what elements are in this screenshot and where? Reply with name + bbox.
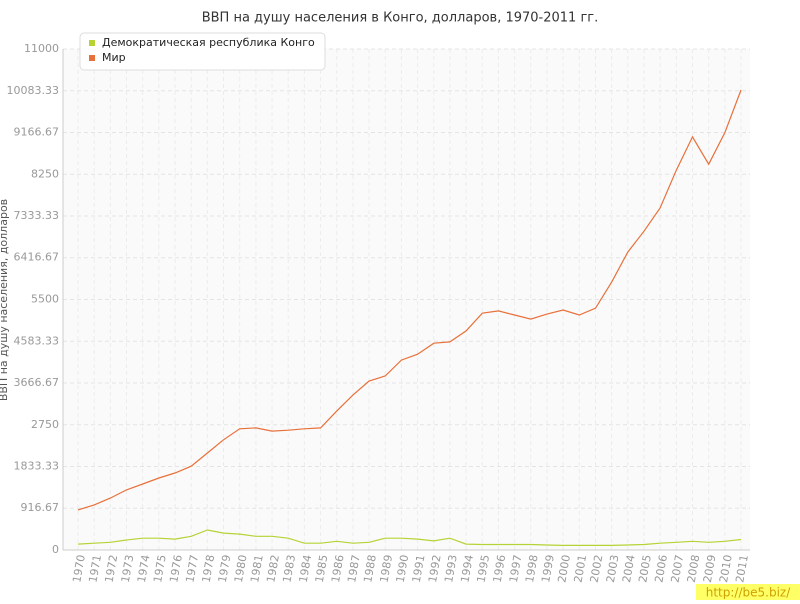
y-tick-label: 11000 — [24, 42, 59, 55]
legend-label: Мир — [102, 51, 126, 64]
y-tick-label: 916.67 — [21, 501, 60, 514]
x-tick-label: 2004 — [620, 554, 638, 584]
lines — [77, 89, 742, 546]
x-tick-label: 1987 — [345, 554, 363, 584]
legend-label: Демократическая республика Конго — [102, 36, 315, 49]
y-tick-label: 7333.33 — [14, 209, 60, 222]
x-tick-label: 1986 — [329, 554, 347, 584]
y-tick-label: 4583.33 — [14, 334, 60, 347]
x-tick-label: 2009 — [701, 554, 719, 584]
x-tick-label: 2000 — [555, 554, 573, 584]
x-tick-label: 1989 — [377, 554, 395, 584]
y-tick-label: 9166.67 — [14, 125, 60, 138]
x-tick-label: 1991 — [410, 554, 428, 584]
x-tick-label: 1988 — [361, 554, 379, 584]
x-tick-label: 1981 — [248, 554, 266, 584]
x-tick-label: 2002 — [588, 554, 606, 584]
x-tick-label: 1970 — [70, 554, 88, 584]
y-tick-label: 6416.67 — [14, 251, 60, 264]
y-tick-label: 10083.33 — [7, 84, 60, 97]
y-tick-label: 8250 — [31, 167, 59, 180]
y-axis-label: ВВП на душу населения, долларов — [0, 199, 10, 401]
x-tick-label: 1993 — [442, 554, 460, 584]
x-tick-label: 1990 — [394, 554, 412, 584]
y-tick-label: 2750 — [31, 418, 59, 431]
x-tick-label: 1992 — [426, 554, 444, 584]
x-tick-label: 2006 — [652, 554, 670, 584]
x-tick-label: 2010 — [717, 554, 735, 584]
legend-swatch — [89, 55, 95, 61]
x-tick-label: 1999 — [539, 554, 557, 584]
x-tick-label: 1971 — [86, 554, 104, 584]
y-tick-label: 0 — [52, 543, 59, 556]
series-line — [77, 89, 742, 511]
watermark-bg — [696, 584, 800, 600]
x-tick-label: 1972 — [103, 554, 121, 584]
x-tick-label: 1973 — [119, 554, 137, 584]
x-tick-label: 2005 — [636, 554, 654, 584]
x-tick-label: 2003 — [604, 554, 622, 584]
x-tick-label: 1985 — [313, 554, 331, 584]
legend-swatch — [89, 40, 95, 46]
y-tick-label: 1833.33 — [14, 460, 60, 473]
x-tick-label: 2011 — [733, 554, 751, 584]
x-tick-label: 1995 — [475, 554, 493, 584]
x-tick-label: 1996 — [491, 554, 509, 584]
x-tick-label: 1998 — [523, 554, 541, 584]
legend: Демократическая республика Конго Мир — [79, 32, 326, 71]
x-tick-label: 1984 — [297, 554, 315, 584]
x-tick-label: 1978 — [200, 554, 218, 584]
x-tick-label: 1980 — [232, 554, 250, 584]
watermark: http://be5.biz/ — [706, 586, 791, 600]
y-tick-label: 3666.67 — [14, 376, 60, 389]
x-tick-label: 2008 — [685, 554, 703, 584]
y-tick-label: 5500 — [31, 293, 59, 306]
x-tick-label: 1977 — [183, 554, 201, 584]
x-tick-label: 1983 — [280, 554, 298, 584]
series-line — [77, 529, 742, 546]
x-tick-label: 2007 — [669, 554, 687, 584]
x-tick-label: 1997 — [507, 554, 525, 584]
x-tick-label: 2001 — [572, 554, 590, 584]
grid: 0 916.67 1833.33 2750 3666.67 4583.33 5500 6416… — [7, 42, 751, 584]
x-tick-label: 1974 — [135, 554, 153, 584]
legend-box — [79, 32, 326, 71]
chart-title: ВВП на душу населения в Конго, долларов,… — [202, 11, 599, 26]
x-tick-label: 1994 — [458, 554, 476, 584]
x-tick-label: 1979 — [216, 554, 234, 584]
x-tick-label: 1982 — [264, 554, 282, 584]
x-tick-label: 1976 — [167, 554, 185, 584]
x-tick-label: 1975 — [151, 554, 169, 584]
